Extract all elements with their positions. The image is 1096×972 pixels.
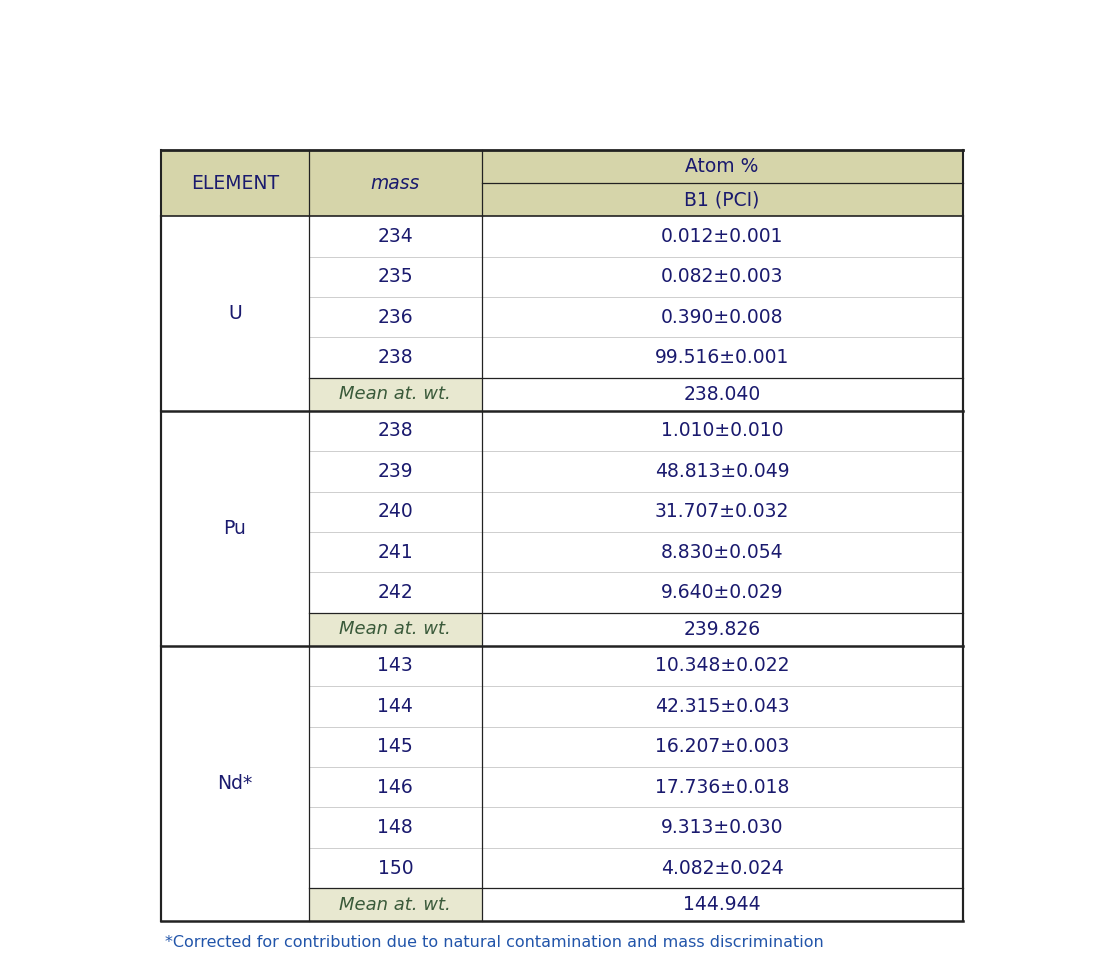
Text: 238.040: 238.040 [684, 385, 761, 403]
Text: Nd*: Nd* [217, 774, 252, 793]
Text: 0.390±0.008: 0.390±0.008 [661, 308, 784, 327]
Text: 150: 150 [377, 858, 413, 878]
Text: mass: mass [370, 174, 420, 192]
Text: 144.944: 144.944 [683, 895, 761, 915]
Text: B1 (PCI): B1 (PCI) [684, 191, 760, 209]
Text: 234: 234 [377, 226, 413, 246]
Text: 238: 238 [377, 348, 413, 367]
Text: 146: 146 [377, 778, 413, 797]
Text: 0.012±0.001: 0.012±0.001 [661, 226, 784, 246]
Text: 0.082±0.003: 0.082±0.003 [661, 267, 784, 287]
Text: 236: 236 [377, 308, 413, 327]
Bar [161, 411, 962, 645]
Text: 10.348±0.022: 10.348±0.022 [654, 656, 789, 676]
Text: 240: 240 [377, 503, 413, 521]
Text: 238: 238 [377, 422, 413, 440]
Text: 9.313±0.030: 9.313±0.030 [661, 818, 784, 837]
Text: 9.640±0.029: 9.640±0.029 [661, 583, 784, 602]
Text: 148: 148 [377, 818, 413, 837]
Text: ELEMENT: ELEMENT [191, 174, 279, 192]
Text: 239.826: 239.826 [684, 620, 761, 639]
Text: 8.830±0.054: 8.830±0.054 [661, 542, 784, 562]
Bar [309, 613, 481, 645]
Bar [309, 888, 481, 921]
Text: U: U [228, 304, 242, 323]
Text: KAERI: KAERI [494, 564, 765, 642]
Text: 241: 241 [377, 542, 413, 562]
Text: Atom %: Atom % [685, 157, 758, 176]
Text: 145: 145 [377, 738, 413, 756]
Text: *Corrected for contribution due to natural contamination and mass discrimination: *Corrected for contribution due to natur… [165, 935, 824, 950]
Bar [161, 151, 962, 216]
Text: Mean at. wt.: Mean at. wt. [340, 620, 452, 639]
Text: 31.707±0.032: 31.707±0.032 [655, 503, 789, 521]
Text: 16.207±0.003: 16.207±0.003 [655, 738, 789, 756]
Text: 239: 239 [377, 462, 413, 481]
Text: 144: 144 [377, 697, 413, 716]
Text: 42.315±0.043: 42.315±0.043 [654, 697, 789, 716]
Bar [161, 645, 962, 921]
Text: 17.736±0.018: 17.736±0.018 [655, 778, 789, 797]
Text: 235: 235 [377, 267, 413, 287]
Text: Mean at. wt.: Mean at. wt. [340, 896, 452, 914]
Text: 99.516±0.001: 99.516±0.001 [655, 348, 789, 367]
Bar [309, 378, 481, 411]
Text: Mean at. wt.: Mean at. wt. [340, 385, 452, 403]
Bar [161, 216, 962, 411]
Text: 143: 143 [377, 656, 413, 676]
Text: 242: 242 [377, 583, 413, 602]
Text: 48.813±0.049: 48.813±0.049 [654, 462, 789, 481]
Text: 4.082±0.024: 4.082±0.024 [661, 858, 784, 878]
Text: Pu: Pu [224, 519, 247, 538]
Text: 1.010±0.010: 1.010±0.010 [661, 422, 784, 440]
